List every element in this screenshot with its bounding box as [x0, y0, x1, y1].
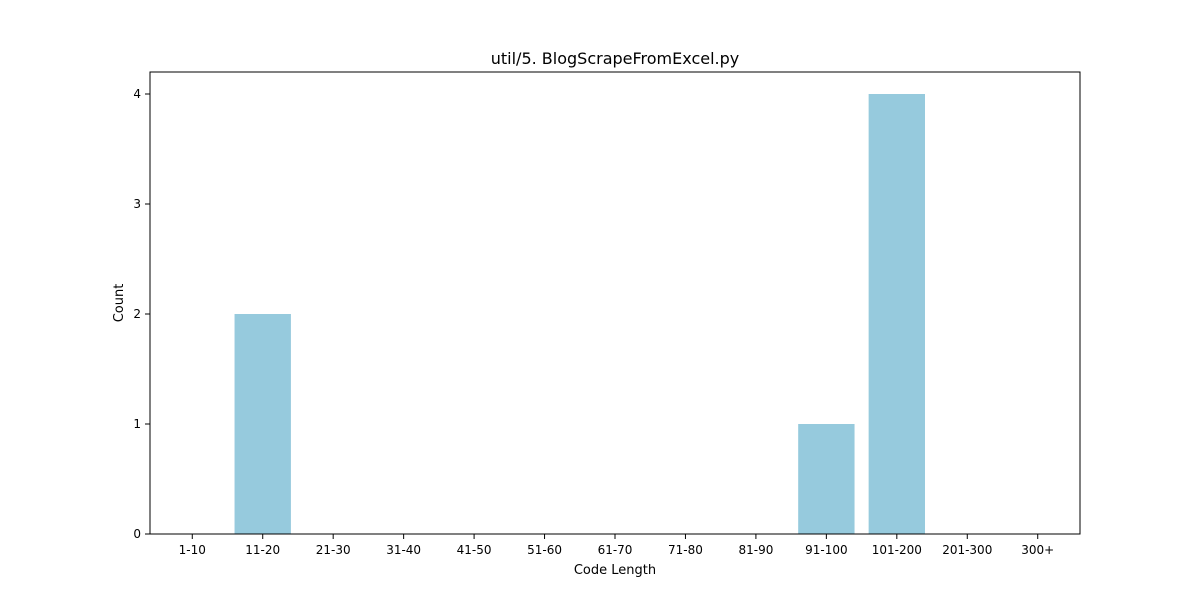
y-tick-label: 4	[133, 87, 141, 101]
x-tick-label: 91-100	[805, 543, 848, 557]
x-tick-label: 81-90	[738, 543, 773, 557]
x-tick-label: 300+	[1021, 543, 1054, 557]
y-tick-label: 3	[133, 197, 141, 211]
y-tick-label: 1	[133, 417, 141, 431]
bar-101-200	[868, 94, 925, 534]
x-tick-label: 21-30	[316, 543, 351, 557]
x-tick-label: 71-80	[668, 543, 703, 557]
x-tick-label: 201-300	[942, 543, 992, 557]
bars-group	[234, 94, 925, 534]
x-tick-label: 1-10	[179, 543, 206, 557]
y-tick-label: 2	[133, 307, 141, 321]
y-axis-label: Count	[112, 284, 127, 323]
chart-title: util/5. BlogScrapeFromExcel.py	[491, 49, 739, 68]
plot-frame	[149, 71, 1081, 535]
x-tick-label: 61-70	[598, 543, 633, 557]
x-tick-label: 31-40	[386, 543, 421, 557]
x-tick-label: 11-20	[245, 543, 280, 557]
y-tick-label: 0	[133, 527, 141, 541]
y-axis-ticks: 0 1 2 3 4	[133, 87, 150, 541]
x-axis-label: Code Length	[574, 563, 656, 578]
x-tick-label: 51-60	[527, 543, 562, 557]
bar-11-20	[234, 314, 291, 534]
x-axis-ticks: 1-10 11-20 21-30 31-40 41-50 51-60 61-70 71-80 8…	[179, 534, 1054, 557]
x-tick-label: 101-200	[872, 543, 922, 557]
x-tick-label: 41-50	[457, 543, 492, 557]
bar-91-100	[798, 424, 855, 534]
